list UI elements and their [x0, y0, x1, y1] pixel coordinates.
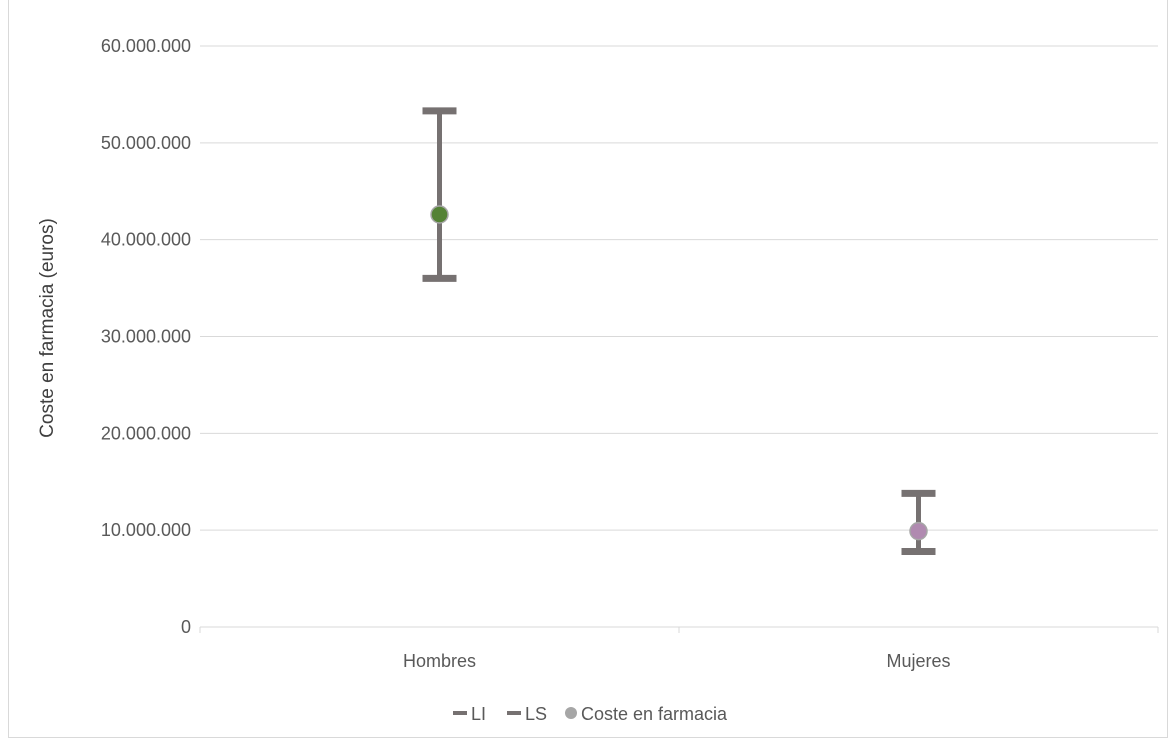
- data-points: [430, 205, 928, 541]
- legend: LI LS Coste en farmacia: [453, 704, 728, 724]
- x-tick-label: Mujeres: [886, 651, 950, 671]
- y-tick-label: 40.000.000: [101, 230, 191, 250]
- legend-label: LS: [525, 704, 547, 724]
- gridlines: [200, 45, 1158, 531]
- y-axis-ticks: 0 10.000.000 20.000.000 30.000.000 40.000.00…: [101, 36, 191, 637]
- legend-label: LI: [471, 704, 486, 724]
- y-tick-label: 30.000.000: [101, 327, 191, 347]
- coste-point: [909, 521, 928, 541]
- error-bars: [422, 107, 936, 555]
- y-tick-label: 10.000.000: [101, 520, 191, 540]
- y-tick-label: 50.000.000: [101, 133, 191, 153]
- x-tick-label: Hombres: [403, 651, 476, 671]
- y-tick-label: 20.000.000: [101, 423, 191, 443]
- y-axis-title: Coste en farmacia (euros): [37, 218, 58, 438]
- y-tick-label: 0: [181, 617, 191, 637]
- chart-frame: [8, 0, 1168, 738]
- coste-point: [430, 205, 449, 224]
- legend-swatch-coste: [565, 707, 577, 719]
- legend-label: Coste en farmacia: [581, 704, 728, 724]
- y-tick-label: 60.000.000: [101, 36, 191, 56]
- x-axis: Hombres Mujeres: [199, 626, 1159, 671]
